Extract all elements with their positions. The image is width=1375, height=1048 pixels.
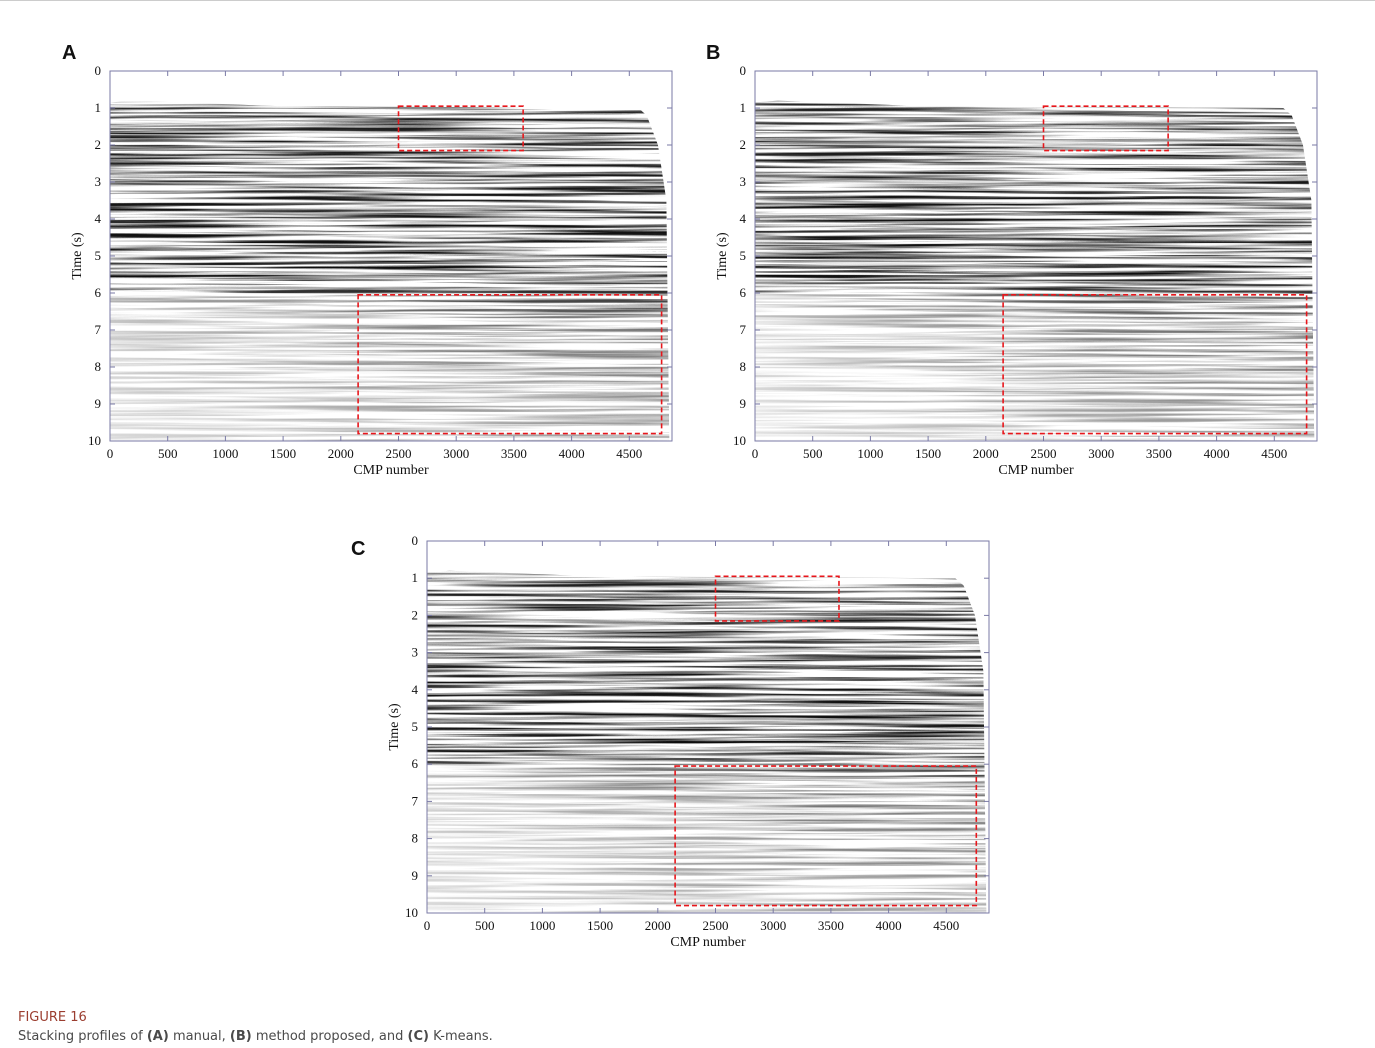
caption: FIGURE 16 Stacking profiles of (A) manua… [18,1010,493,1044]
y-tick-label: 0 [412,533,419,548]
caption-part: manual, [168,1029,230,1044]
x-tick-label: 4500 [933,918,959,933]
y-tick-label: 2 [95,137,102,152]
x-tick-label: 2000 [973,446,999,461]
x-tick-label: 0 [752,446,759,461]
y-tick-label: 9 [95,396,102,411]
caption-part: (A) [146,1029,169,1044]
y-tick-label: 3 [95,174,102,189]
x-tick-label: 3000 [443,446,469,461]
y-tick-label: 4 [95,211,102,226]
y-tick-label: 7 [95,322,102,337]
y-tick-label: 5 [95,248,102,263]
x-tick-label: 1000 [212,446,238,461]
caption-part: (B) [229,1029,252,1044]
highlight-region [1002,294,1308,435]
x-tick-label: 4000 [876,918,902,933]
y-tick-label: 6 [95,285,102,300]
x-tick-label: 2500 [386,446,412,461]
highlight-region [397,105,524,152]
x-axis-label: CMP number [670,935,746,950]
y-tick-label: 5 [412,719,419,734]
x-tick-label: 2000 [645,918,671,933]
y-tick-label: 10 [405,905,418,920]
x-tick-label: 1000 [857,446,883,461]
x-axis-label: CMP number [353,463,429,478]
y-tick-label: 6 [740,285,747,300]
y-axis-label: Time (s) [387,703,402,751]
panel-label: A [62,42,76,64]
y-tick-label: 10 [88,433,101,448]
seismic-fade [427,764,987,913]
caption-part: method proposed, and [251,1029,408,1044]
x-tick-label: 4000 [1204,446,1230,461]
highlight-region [714,575,840,622]
seismic-image [427,570,987,913]
y-tick-label: 8 [740,359,747,374]
y-tick-label: 10 [733,433,746,448]
seismic-fade [755,293,1315,441]
y-tick-label: 4 [740,211,747,226]
y-tick-label: 5 [740,248,747,263]
caption-part: Stacking profiles of [18,1029,147,1044]
y-tick-label: 4 [412,682,419,697]
y-axis-label: Time (s) [715,232,730,280]
highlight-region [674,765,978,907]
panel-label: B [706,42,720,64]
x-tick-label: 4000 [559,446,585,461]
caption-part: K-means. [428,1029,493,1044]
seismic-image [110,100,670,441]
y-tick-label: 3 [740,174,747,189]
x-tick-label: 0 [107,446,114,461]
x-tick-label: 3000 [1088,446,1114,461]
x-tick-label: 1500 [587,918,613,933]
x-tick-label: 2000 [328,446,354,461]
x-tick-label: 2500 [703,918,729,933]
x-tick-label: 4500 [1261,446,1287,461]
panel: 0 500 1000 1500 2000 2500 3000 3500 4000 4500 0 1 2 3… [351,533,990,950]
x-tick-label: 500 [158,446,178,461]
x-axis-label: CMP number [998,463,1074,478]
y-tick-label: 7 [412,793,419,808]
y-tick-label: 0 [740,63,747,78]
highlight-region [1042,105,1169,152]
caption-text: Stacking profiles of (A) manual, (B) met… [18,1029,493,1044]
y-tick-label: 0 [95,63,102,78]
panel-label: C [351,538,365,560]
x-tick-label: 3500 [1146,446,1172,461]
y-tick-label: 3 [412,645,419,660]
x-tick-label: 1500 [915,446,941,461]
y-axis-label: Time (s) [70,232,85,280]
x-tick-label: 1500 [270,446,296,461]
y-tick-label: 2 [740,137,747,152]
y-tick-label: 1 [412,570,419,585]
y-tick-label: 2 [412,607,419,622]
y-tick-label: 9 [740,396,747,411]
x-tick-label: 500 [475,918,495,933]
panel: 0 500 1000 1500 2000 2500 3000 3500 4000 4500 0 1 2 3… [62,42,673,478]
y-tick-label: 1 [95,100,102,115]
x-tick-label: 500 [803,446,823,461]
y-tick-label: 6 [412,756,419,771]
y-tick-label: 8 [412,831,419,846]
x-tick-label: 3500 [501,446,527,461]
x-tick-label: 0 [424,918,431,933]
y-tick-label: 1 [740,100,747,115]
x-tick-label: 1000 [529,918,555,933]
caption-label: FIGURE 16 [18,1010,87,1025]
x-tick-label: 4500 [616,446,642,461]
seismic-fade [110,293,670,441]
panel: 0 500 1000 1500 2000 2500 3000 3500 4000 4500 0 1 2 3… [706,42,1318,478]
highlight-region [357,294,663,435]
x-tick-label: 3500 [818,918,844,933]
x-tick-label: 2500 [1031,446,1057,461]
figure: 0 500 1000 1500 2000 2500 3000 3500 4000 45000123… [0,0,1375,950]
y-tick-label: 9 [412,868,419,883]
y-tick-label: 7 [740,322,747,337]
y-tick-label: 8 [95,359,102,374]
seismic-image [755,100,1315,441]
caption-part: (C) [407,1029,429,1044]
x-tick-label: 3000 [760,918,786,933]
